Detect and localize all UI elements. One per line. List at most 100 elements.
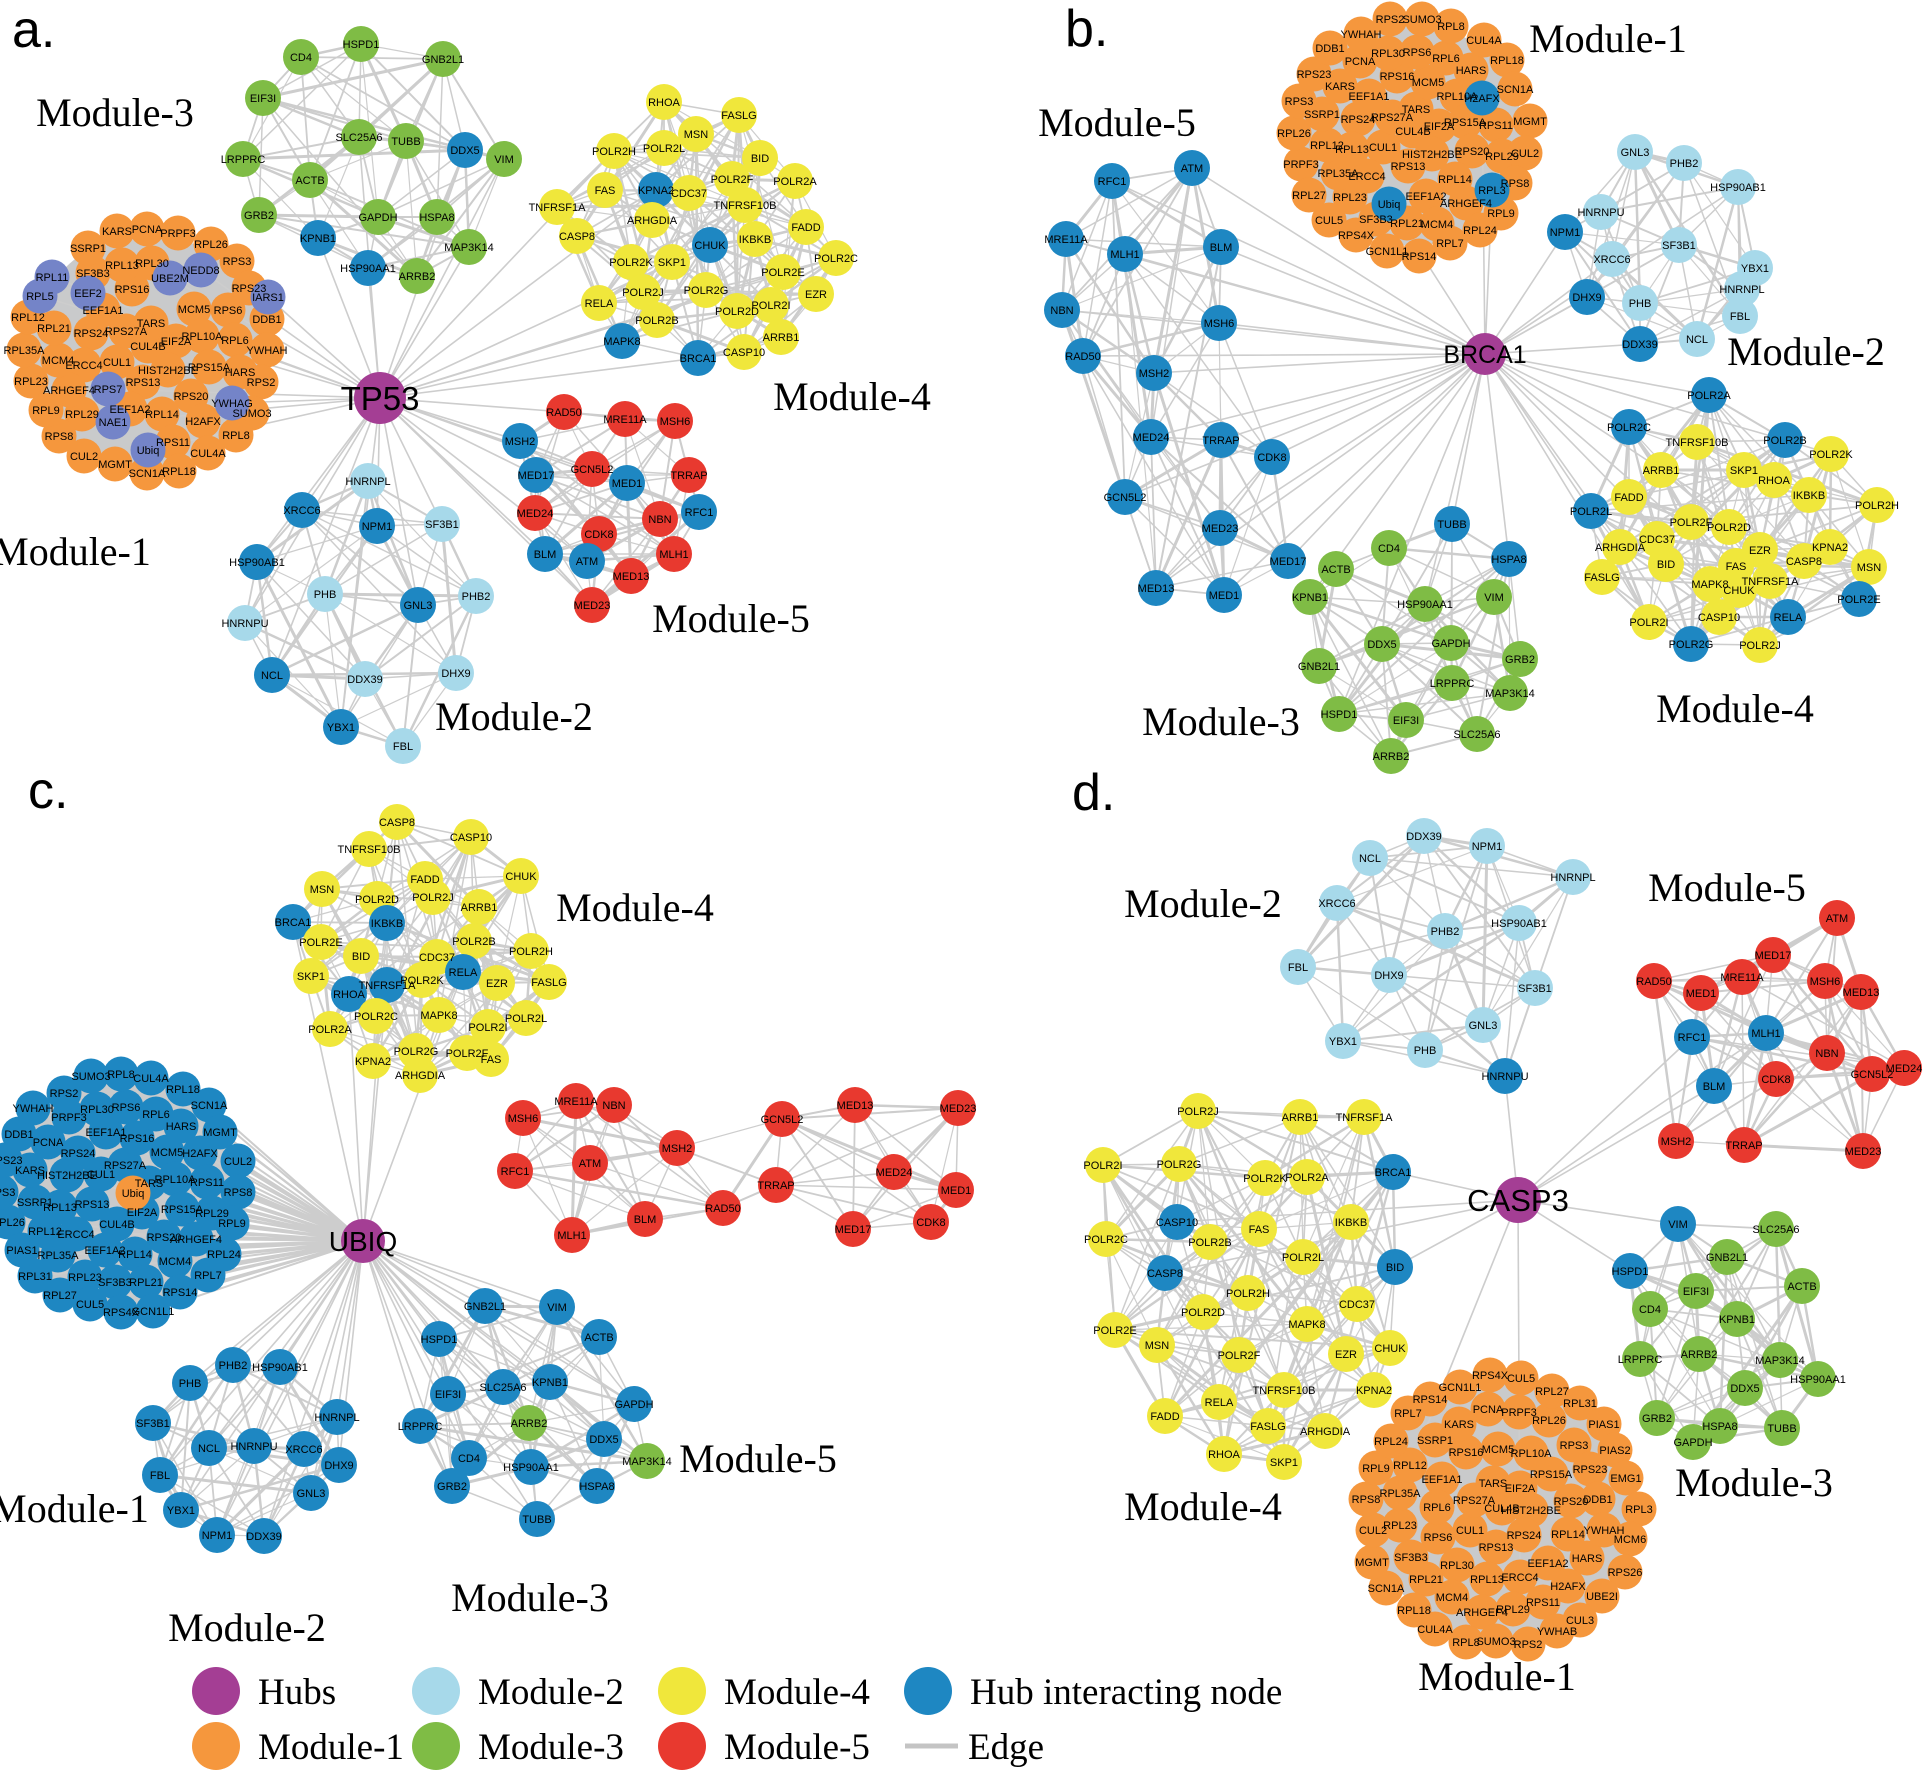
svg-text:HARS: HARS <box>1456 65 1487 77</box>
svg-text:FASLG: FASLG <box>1584 572 1619 584</box>
svg-text:RPS16: RPS16 <box>1380 71 1415 83</box>
svg-text:RPL29: RPL29 <box>65 409 99 421</box>
svg-text:RPL18: RPL18 <box>162 466 196 478</box>
svg-text:RPL14: RPL14 <box>145 409 179 421</box>
svg-text:ARRB2: ARRB2 <box>1681 1349 1718 1361</box>
svg-text:RPL35A: RPL35A <box>1318 168 1360 180</box>
svg-text:HSP90AA1: HSP90AA1 <box>1790 1374 1846 1386</box>
svg-text:RFC1: RFC1 <box>685 507 714 519</box>
svg-text:CUL4A: CUL4A <box>1417 1624 1453 1636</box>
svg-text:NBN: NBN <box>1815 1048 1838 1060</box>
svg-text:HNRNPU: HNRNPU <box>1577 207 1624 219</box>
svg-text:TRRAP: TRRAP <box>670 470 707 482</box>
svg-text:RAD50: RAD50 <box>1065 351 1100 363</box>
svg-text:RPS3: RPS3 <box>223 256 252 268</box>
svg-text:HSPA8: HSPA8 <box>579 1481 614 1493</box>
svg-text:MRE11A: MRE11A <box>554 1096 598 1108</box>
svg-text:ARHGEF4: ARHGEF4 <box>1456 1607 1508 1619</box>
svg-text:CUL1: CUL1 <box>103 357 131 369</box>
svg-text:DHX9: DHX9 <box>324 1460 353 1472</box>
svg-text:GNB2L1: GNB2L1 <box>1706 1252 1748 1264</box>
svg-text:CDC37: CDC37 <box>1339 1299 1375 1311</box>
svg-text:FAS: FAS <box>481 1054 502 1066</box>
svg-text:MAP3K14: MAP3K14 <box>622 1456 672 1468</box>
svg-text:GAPDH: GAPDH <box>1431 638 1470 650</box>
svg-text:KARS: KARS <box>102 226 132 238</box>
svg-text:FBL: FBL <box>393 741 413 753</box>
svg-text:EEF2: EEF2 <box>74 288 102 300</box>
svg-text:RPL29: RPL29 <box>195 1208 229 1220</box>
svg-text:YWHAG: YWHAG <box>211 398 253 410</box>
svg-text:HNRNPL: HNRNPL <box>314 1412 359 1424</box>
svg-text:HNRNPU: HNRNPU <box>221 618 268 630</box>
svg-text:POLR2K: POLR2K <box>400 975 444 987</box>
svg-text:ACTB: ACTB <box>1787 1281 1816 1293</box>
svg-text:POLR2B: POLR2B <box>635 315 678 327</box>
svg-text:GNL3: GNL3 <box>1469 1020 1498 1032</box>
svg-text:RPL24: RPL24 <box>1374 1436 1408 1448</box>
svg-text:CUL4B: CUL4B <box>130 341 165 353</box>
svg-text:ARHGDIA: ARHGDIA <box>395 1070 446 1082</box>
svg-text:RPL7: RPL7 <box>1394 1408 1422 1420</box>
svg-text:NBN: NBN <box>602 1100 625 1112</box>
svg-text:CUL1: CUL1 <box>1369 142 1397 154</box>
svg-text:NPM1: NPM1 <box>362 521 393 533</box>
svg-text:GCN5L2: GCN5L2 <box>1851 1069 1894 1081</box>
svg-text:XRCC6: XRCC6 <box>285 1444 322 1456</box>
svg-text:POLR2H: POLR2H <box>1855 500 1899 512</box>
svg-text:EIF2A: EIF2A <box>127 1207 158 1219</box>
svg-text:DDB1: DDB1 <box>1583 1494 1612 1506</box>
svg-text:H2AFX: H2AFX <box>185 416 221 428</box>
svg-text:ARHGEF4: ARHGEF4 <box>170 1234 222 1246</box>
svg-text:CASP10: CASP10 <box>1698 612 1740 624</box>
svg-text:DDX5: DDX5 <box>1730 1383 1759 1395</box>
svg-text:SCN1A: SCN1A <box>191 1100 228 1112</box>
svg-text:BLM: BLM <box>1210 242 1233 254</box>
svg-text:RPS13: RPS13 <box>75 1199 110 1211</box>
svg-text:ARRB2: ARRB2 <box>399 271 436 283</box>
svg-text:MAPK8: MAPK8 <box>1288 1319 1325 1331</box>
svg-text:HIST2H2BE: HIST2H2BE <box>1402 149 1462 161</box>
svg-text:CUL1: CUL1 <box>87 1169 115 1181</box>
svg-text:POLR2D: POLR2D <box>1181 1307 1225 1319</box>
svg-text:MSN: MSN <box>1145 1340 1170 1352</box>
svg-text:RPS27A: RPS27A <box>1371 112 1414 124</box>
svg-text:SKP1: SKP1 <box>1270 1457 1298 1469</box>
svg-text:HIST2H2BE: HIST2H2BE <box>138 365 198 377</box>
svg-text:NBN: NBN <box>648 514 671 526</box>
svg-text:TNFRSF10B: TNFRSF10B <box>714 200 777 212</box>
svg-text:EIF3I: EIF3I <box>250 93 276 105</box>
svg-text:CHUK: CHUK <box>694 240 726 252</box>
svg-text:MSH2: MSH2 <box>505 436 536 448</box>
svg-text:EZR: EZR <box>805 289 827 301</box>
svg-text:RPS27A: RPS27A <box>1453 1495 1496 1507</box>
svg-text:MED17: MED17 <box>835 1224 872 1236</box>
svg-text:MED13: MED13 <box>1843 987 1880 999</box>
svg-text:TNFRSF10B: TNFRSF10B <box>1666 437 1729 449</box>
svg-text:POLR2L: POLR2L <box>505 1013 547 1025</box>
svg-text:RPL21: RPL21 <box>129 1277 163 1289</box>
svg-text:MSN: MSN <box>1857 562 1882 574</box>
svg-text:Module-2: Module-2 <box>1727 329 1885 374</box>
svg-text:RPL23: RPL23 <box>1333 192 1367 204</box>
svg-text:BID: BID <box>1657 559 1675 571</box>
svg-text:DDX39: DDX39 <box>1622 339 1657 351</box>
svg-text:KARS: KARS <box>15 1165 45 1177</box>
svg-text:FADD: FADD <box>410 874 439 886</box>
svg-text:FAS: FAS <box>595 185 616 197</box>
svg-text:RPS24: RPS24 <box>61 1148 96 1160</box>
svg-text:CUL5: CUL5 <box>1315 215 1343 227</box>
svg-text:RPL26: RPL26 <box>1532 1415 1566 1427</box>
svg-text:RPS20: RPS20 <box>1455 146 1490 158</box>
svg-text:CDC37: CDC37 <box>671 188 707 200</box>
svg-text:Ubiq: Ubiq <box>122 1188 145 1200</box>
svg-text:TUBB: TUBB <box>1767 1423 1796 1435</box>
svg-text:RPL8: RPL8 <box>107 1069 135 1081</box>
svg-text:EEF1A1: EEF1A1 <box>1349 91 1390 103</box>
svg-text:CHUK: CHUK <box>1723 585 1755 597</box>
svg-text:POLR2F: POLR2F <box>1670 517 1713 529</box>
svg-text:Module-2: Module-2 <box>168 1605 326 1650</box>
svg-text:SF3B1: SF3B1 <box>1518 983 1552 995</box>
svg-text:KPNA2: KPNA2 <box>355 1056 391 1068</box>
svg-text:TRRAP: TRRAP <box>757 1180 794 1192</box>
